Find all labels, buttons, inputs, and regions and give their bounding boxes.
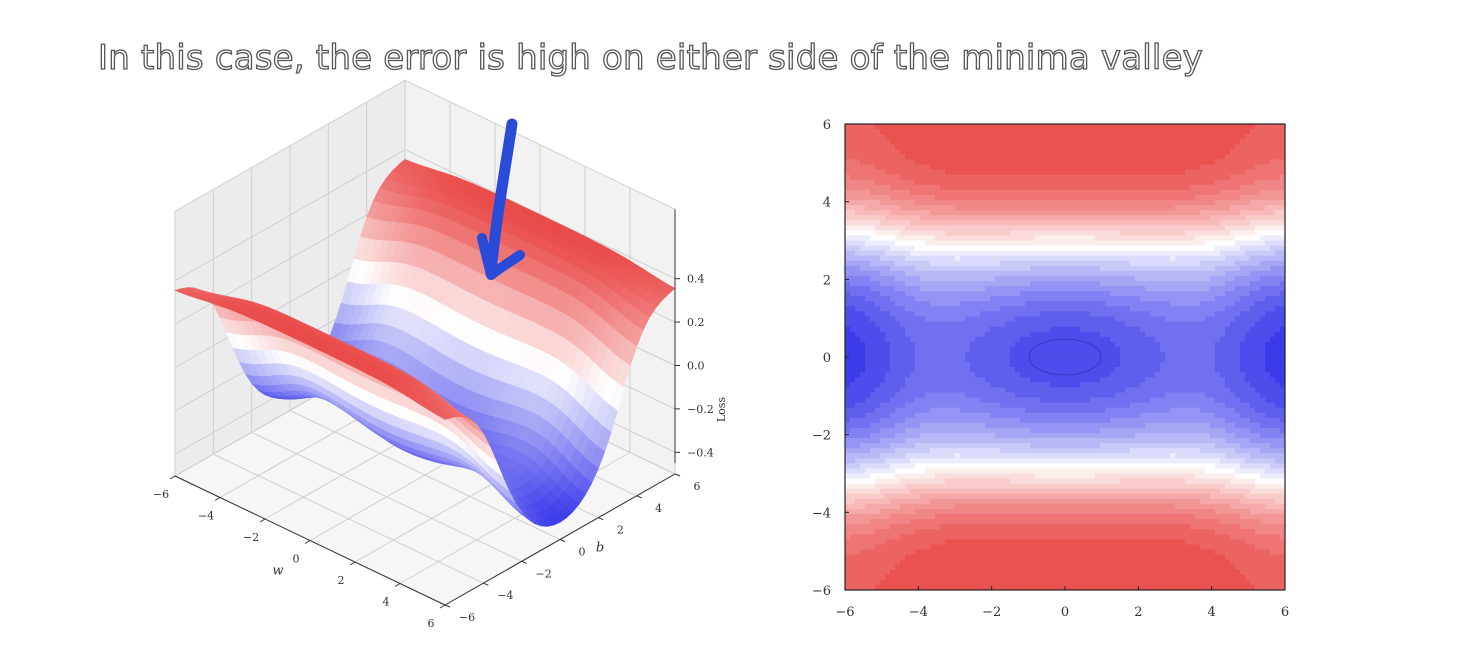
b-tick-label: 6 [694, 480, 701, 493]
w-tick-label: −6 [153, 488, 169, 501]
w-tick-label: 6 [428, 617, 435, 630]
loss-axis-label: Loss [715, 397, 728, 423]
b-tick-mark [521, 560, 527, 564]
b-tick-label: 2 [617, 524, 624, 537]
loss-tick-label: 0.2 [687, 316, 705, 329]
b-tick-mark [636, 495, 642, 499]
w-tick-label: −2 [243, 531, 259, 544]
b-tick-label: −6 [459, 611, 475, 624]
loss-tick-label: 0.0 [687, 360, 705, 373]
loss-tick-label: −0.4 [687, 446, 714, 459]
b-tick-mark [559, 539, 566, 542]
w-tick-mark [214, 497, 221, 501]
b-tick-mark [483, 582, 489, 586]
w-tick-label: −4 [198, 510, 214, 523]
b-tick-label: −4 [497, 589, 513, 602]
b-tick-mark [674, 473, 681, 477]
w-tick-label: 4 [383, 596, 390, 609]
loss-tick-label: −0.2 [687, 403, 714, 416]
b-tick-label: −2 [536, 567, 552, 580]
w-tick-mark [259, 518, 266, 523]
b-axis-label: b [596, 541, 604, 556]
w-tick-label: 2 [338, 574, 345, 587]
w-axis-label: w [272, 564, 283, 579]
w-tick-mark [169, 475, 176, 480]
w-tick-mark [349, 561, 356, 566]
b-tick-label: 0 [579, 546, 586, 559]
w-tick-mark [304, 540, 311, 544]
b-tick-mark [598, 517, 604, 521]
w-tick-label: 0 [293, 553, 300, 566]
b-tick-mark [444, 604, 451, 608]
b-tick-label: 4 [655, 502, 662, 515]
w-tick-mark [439, 604, 446, 609]
loss-tick-label: 0.4 [687, 273, 705, 286]
w-tick-mark [394, 583, 401, 587]
